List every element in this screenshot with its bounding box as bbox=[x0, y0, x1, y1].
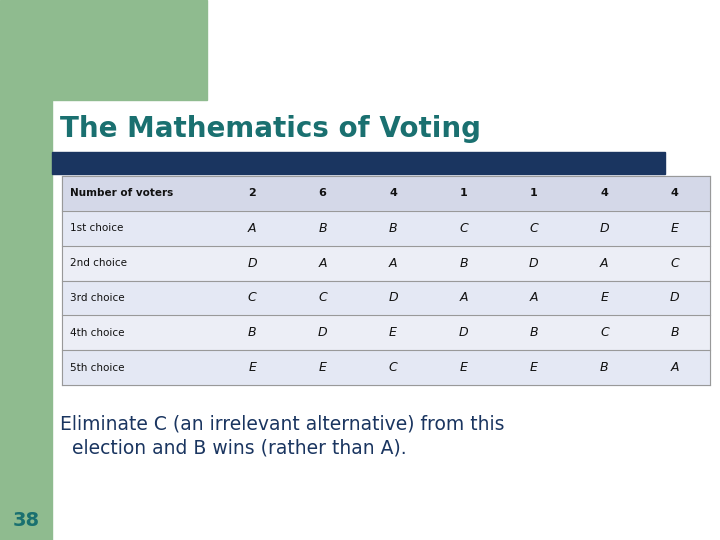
Text: E: E bbox=[671, 222, 679, 235]
Text: 4: 4 bbox=[389, 188, 397, 198]
Text: 5th choice: 5th choice bbox=[70, 362, 125, 373]
Text: E: E bbox=[319, 361, 327, 374]
Text: E: E bbox=[459, 361, 467, 374]
Text: C: C bbox=[248, 292, 256, 305]
Text: A: A bbox=[600, 256, 608, 269]
Text: election and B wins (rather than A).: election and B wins (rather than A). bbox=[60, 439, 407, 458]
Text: D: D bbox=[388, 292, 398, 305]
Text: 4: 4 bbox=[600, 188, 608, 198]
Text: E: E bbox=[600, 292, 608, 305]
Bar bbox=[0, 0, 52, 540]
Text: D: D bbox=[670, 292, 680, 305]
Text: B: B bbox=[600, 361, 608, 374]
Text: D: D bbox=[318, 326, 328, 339]
Text: C: C bbox=[529, 222, 539, 235]
Text: The Mathematics of Voting: The Mathematics of Voting bbox=[60, 115, 481, 143]
Text: C: C bbox=[600, 326, 608, 339]
Text: A: A bbox=[248, 222, 256, 235]
Bar bbox=[52, 0, 207, 100]
Text: B: B bbox=[318, 222, 327, 235]
Text: 6: 6 bbox=[319, 188, 327, 198]
Bar bbox=[62, 211, 710, 246]
Bar bbox=[62, 280, 710, 315]
Text: 2: 2 bbox=[248, 188, 256, 198]
Text: D: D bbox=[529, 256, 539, 269]
Text: 4: 4 bbox=[671, 188, 679, 198]
Text: 4th choice: 4th choice bbox=[70, 328, 125, 338]
Text: B: B bbox=[459, 256, 468, 269]
Text: B: B bbox=[670, 326, 679, 339]
Text: 38: 38 bbox=[12, 511, 40, 530]
Bar bbox=[52, 152, 665, 174]
Text: D: D bbox=[248, 256, 257, 269]
Text: C: C bbox=[459, 222, 468, 235]
Text: B: B bbox=[248, 326, 256, 339]
Text: B: B bbox=[530, 326, 539, 339]
Text: B: B bbox=[389, 222, 397, 235]
Text: 2nd choice: 2nd choice bbox=[70, 258, 127, 268]
Text: A: A bbox=[318, 256, 327, 269]
Bar bbox=[62, 315, 710, 350]
Text: 1: 1 bbox=[459, 188, 467, 198]
Text: A: A bbox=[530, 292, 538, 305]
Text: C: C bbox=[389, 361, 397, 374]
Bar bbox=[62, 246, 710, 280]
Text: D: D bbox=[600, 222, 609, 235]
Bar bbox=[62, 350, 710, 385]
Text: A: A bbox=[389, 256, 397, 269]
Text: C: C bbox=[670, 256, 679, 269]
Text: E: E bbox=[389, 326, 397, 339]
Text: 3rd choice: 3rd choice bbox=[70, 293, 125, 303]
Text: 1: 1 bbox=[530, 188, 538, 198]
Text: 1st choice: 1st choice bbox=[70, 223, 123, 233]
Text: C: C bbox=[318, 292, 327, 305]
Text: A: A bbox=[670, 361, 679, 374]
Text: A: A bbox=[459, 292, 468, 305]
Text: Eliminate C (an irrelevant alternative) from this: Eliminate C (an irrelevant alternative) … bbox=[60, 415, 505, 434]
Text: E: E bbox=[530, 361, 538, 374]
Text: D: D bbox=[459, 326, 468, 339]
Bar bbox=[62, 176, 710, 211]
Text: E: E bbox=[248, 361, 256, 374]
Text: Number of voters: Number of voters bbox=[70, 188, 174, 198]
